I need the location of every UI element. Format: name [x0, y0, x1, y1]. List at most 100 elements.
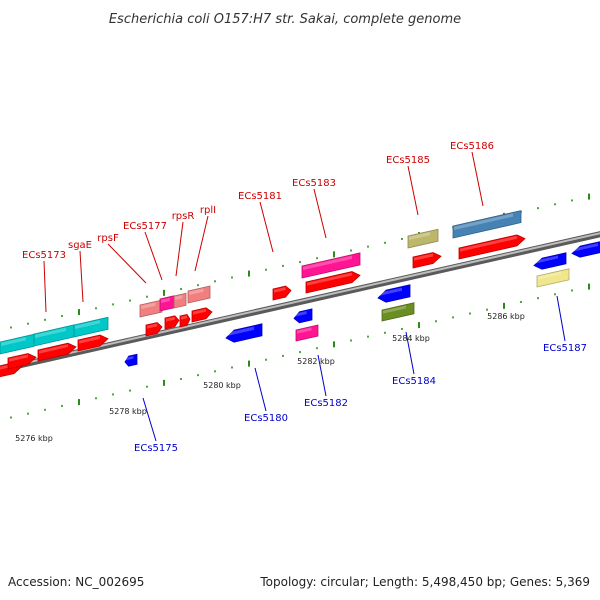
- topology-text: Topology: circular; Length: 5,498,450 bp…: [259, 575, 590, 589]
- leader-line-rpsR: [175, 221, 184, 277]
- gene-rpsF: [139, 299, 163, 318]
- cds-arrow: [164, 315, 180, 330]
- gene-ECs5173-highlight: [1, 337, 26, 346]
- gene-ECs5184-highlight: [383, 305, 406, 314]
- gene-ECs5182: [295, 324, 319, 342]
- leader-line-ECs5177: [144, 231, 163, 281]
- gene-ECs5180: [225, 323, 263, 343]
- leader-line-ECs5175: [142, 397, 157, 442]
- gene-label-ECs5182: ECs5182: [304, 398, 348, 409]
- gene-rplI-highlight: [189, 288, 204, 295]
- leader-line-ECs5184: [405, 331, 415, 375]
- cds-arrow: [305, 271, 361, 294]
- genome-backbone: [0, 231, 600, 373]
- gene-rpsR: [173, 292, 187, 309]
- gene-label-ECs5186: ECs5186: [450, 141, 494, 152]
- cds-arrow-highlight: [307, 272, 352, 286]
- gene-ECs5184: [381, 302, 415, 322]
- cds-arrow: [191, 307, 213, 323]
- gene-ECs5175: [124, 353, 138, 367]
- gene-label-ECs5181: ECs5181: [238, 191, 282, 202]
- leader-line-ECs5185: [407, 165, 419, 216]
- scale-label: 5284 kbp: [392, 334, 430, 343]
- gene-ECs5183: [301, 252, 361, 279]
- cds-arrow-highlight: [193, 308, 206, 315]
- cds-arrow: [145, 322, 163, 337]
- gene-ECs5183-highlight: [303, 255, 352, 270]
- cds-arrow-highlight: [79, 336, 100, 344]
- cds-arrow-highlight: [39, 344, 68, 354]
- scale-label: 5286 kbp: [487, 312, 525, 321]
- gene-ECs5186: [452, 210, 522, 239]
- gene-ECs5182-highlight: [297, 327, 312, 334]
- scale-labels-layer: 5276 kbp 5278 kbp 5280 kbp 5282 kbp 5284 kbp…: [15, 312, 525, 443]
- scale-label: 5280 kbp: [203, 381, 241, 390]
- gene-label-rplI: rplI: [200, 205, 216, 216]
- scale-label: 5276 kbp: [15, 434, 53, 443]
- leader-line-ECs5183: [313, 188, 327, 239]
- gene-features-layer: [0, 210, 600, 378]
- gene-ECs5187: [533, 252, 567, 270]
- gene-label-sgaE: sgaE: [68, 240, 92, 251]
- cds-arrow-highlight: [460, 235, 517, 252]
- gene-sgaE-highlight: [75, 320, 100, 329]
- leader-line-ECs5181: [259, 201, 274, 253]
- leader-line-rpsF: [107, 243, 147, 284]
- cds-arrow: [7, 353, 37, 370]
- gene-label-ECs5180: ECs5180: [244, 413, 288, 424]
- gene-label-ECs5175: ECs5175: [134, 443, 178, 454]
- gene-ECs5187-highlight: [538, 271, 561, 280]
- gene-label-ECs5177: ECs5177: [123, 221, 167, 232]
- gene-label-rpsF: rpsF: [97, 233, 119, 244]
- gene-rpsF-highlight: [141, 302, 156, 309]
- gene-ECs5180-highlight: [227, 326, 254, 336]
- cds-arrow-highlight: [274, 287, 286, 293]
- gene-sgaE: [73, 316, 109, 338]
- label-leaders-layer: [43, 151, 566, 442]
- gene-ECs5187-highlight: [573, 243, 598, 252]
- gene-ECs5175-highlight: [126, 356, 134, 361]
- gene-label-ECs5185: ECs5185: [386, 155, 430, 166]
- accession-text: Accession: NC_002695: [8, 575, 144, 589]
- leader-line-ECs5182: [317, 354, 327, 397]
- gene-label-ECs5187: ECs5187: [543, 343, 587, 354]
- gene-label-ECs5184: ECs5184: [392, 376, 436, 387]
- scale-label: 5278 kbp: [109, 407, 147, 416]
- cds-arrow-highlight: [181, 315, 187, 320]
- gene-ECs5173-highlight: [35, 327, 66, 338]
- cds-arrow: [458, 234, 526, 260]
- gene-ECs5182-highlight: [295, 311, 307, 317]
- cds-arrow: [179, 313, 191, 328]
- leader-line-ECs5187: [556, 295, 566, 342]
- gene-ECs5185: [407, 228, 439, 249]
- cds-arrow: [272, 285, 292, 301]
- gene-label-ECs5183: ECs5183: [292, 178, 336, 189]
- gene-ECs5187: [571, 241, 600, 258]
- scale-label: 5282 kbp: [297, 357, 335, 366]
- gene-ECs5185-highlight: [409, 232, 430, 240]
- map-title: Escherichia coli O157:H7 str. Sakai, com…: [109, 12, 461, 27]
- gene-ECs5184-highlight: [379, 287, 402, 296]
- leader-line-ECs5180: [254, 367, 267, 412]
- gene-ECs5182: [293, 308, 313, 324]
- leader-line-rplI: [194, 215, 209, 272]
- gene-ECs5184: [377, 284, 411, 303]
- cds-arrow: [37, 342, 77, 362]
- gene-label-ECs5173: ECs5173: [22, 250, 66, 261]
- tick-mark-layer: [10, 193, 590, 419]
- gene-ECs5177: [159, 295, 175, 312]
- gene-ECs5186-highlight: [454, 213, 513, 230]
- cds-arrow-highlight: [166, 316, 175, 322]
- cds-arrow-highlight: [147, 323, 158, 329]
- gene-ECs5177-highlight: [161, 297, 170, 303]
- leader-line-ECs5173: [43, 260, 47, 313]
- gene-label-rpsR: rpsR: [172, 211, 195, 222]
- gene-ECs5187: [536, 268, 570, 288]
- cds-arrow: [77, 334, 109, 352]
- gene-rpsR-highlight: [175, 295, 183, 300]
- gene-ECs5187-highlight: [535, 255, 558, 264]
- leader-line-ECs5186: [471, 151, 484, 207]
- gene-rplI: [187, 285, 211, 304]
